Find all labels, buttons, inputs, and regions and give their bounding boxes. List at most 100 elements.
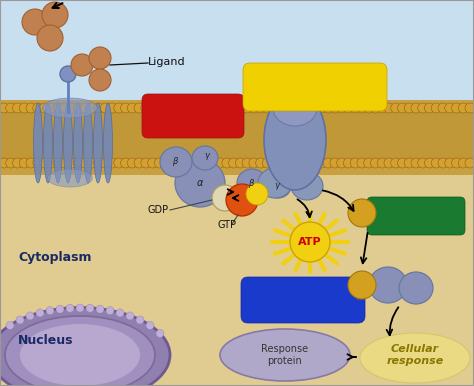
Ellipse shape (73, 103, 82, 183)
Circle shape (6, 158, 16, 168)
Circle shape (411, 103, 421, 113)
Circle shape (364, 103, 374, 113)
Circle shape (330, 158, 340, 168)
Ellipse shape (83, 103, 92, 183)
Circle shape (80, 103, 90, 113)
Ellipse shape (160, 147, 192, 177)
Circle shape (246, 183, 268, 205)
Circle shape (46, 307, 54, 315)
Circle shape (107, 158, 117, 168)
Circle shape (255, 158, 265, 168)
FancyBboxPatch shape (0, 155, 474, 386)
Circle shape (452, 103, 462, 113)
Ellipse shape (175, 159, 225, 207)
Circle shape (242, 103, 252, 113)
Circle shape (33, 158, 43, 168)
Circle shape (290, 103, 300, 113)
Circle shape (39, 158, 49, 168)
Circle shape (182, 103, 191, 113)
Circle shape (418, 158, 428, 168)
Text: GTP: GTP (218, 220, 237, 230)
Circle shape (249, 158, 259, 168)
Circle shape (310, 158, 319, 168)
Circle shape (438, 158, 448, 168)
Circle shape (228, 103, 238, 113)
Ellipse shape (265, 174, 291, 198)
Circle shape (71, 54, 93, 76)
Circle shape (182, 158, 191, 168)
Circle shape (404, 158, 414, 168)
Circle shape (458, 103, 468, 113)
Circle shape (66, 304, 74, 312)
Ellipse shape (5, 316, 155, 386)
Circle shape (116, 309, 124, 317)
Circle shape (337, 158, 346, 168)
Circle shape (33, 103, 43, 113)
Circle shape (255, 103, 265, 113)
Circle shape (19, 103, 29, 113)
FancyBboxPatch shape (0, 0, 474, 130)
Circle shape (263, 158, 273, 168)
Circle shape (222, 158, 232, 168)
Circle shape (100, 158, 110, 168)
Circle shape (42, 2, 68, 28)
Ellipse shape (192, 146, 218, 170)
Circle shape (249, 103, 259, 113)
Circle shape (391, 103, 401, 113)
Circle shape (114, 103, 124, 113)
Ellipse shape (399, 272, 433, 304)
Text: $\beta$: $\beta$ (173, 156, 180, 169)
Text: $\alpha$: $\alpha$ (196, 178, 204, 188)
Text: Cytoplasm: Cytoplasm (18, 252, 91, 264)
Circle shape (19, 158, 29, 168)
Text: Nucleus: Nucleus (18, 334, 73, 347)
Circle shape (344, 158, 354, 168)
Circle shape (26, 158, 36, 168)
Circle shape (465, 158, 474, 168)
Circle shape (53, 158, 63, 168)
Circle shape (290, 222, 330, 262)
FancyBboxPatch shape (0, 112, 474, 164)
Circle shape (445, 103, 455, 113)
Circle shape (136, 316, 144, 324)
FancyBboxPatch shape (241, 277, 365, 323)
Circle shape (22, 9, 48, 35)
Circle shape (263, 103, 273, 113)
Circle shape (330, 103, 340, 113)
Circle shape (348, 199, 376, 227)
Ellipse shape (0, 308, 170, 386)
Circle shape (87, 103, 97, 113)
Circle shape (66, 158, 76, 168)
Circle shape (371, 103, 381, 113)
Circle shape (134, 158, 144, 168)
Circle shape (384, 103, 394, 113)
Circle shape (89, 69, 111, 91)
Ellipse shape (103, 103, 112, 183)
Circle shape (128, 158, 137, 168)
Circle shape (12, 103, 22, 113)
Text: $\gamma$: $\gamma$ (274, 181, 282, 191)
Circle shape (452, 158, 462, 168)
Circle shape (46, 158, 56, 168)
Ellipse shape (20, 324, 140, 386)
Circle shape (39, 103, 49, 113)
Circle shape (16, 316, 24, 324)
Circle shape (201, 103, 211, 113)
Circle shape (188, 158, 198, 168)
Ellipse shape (273, 90, 317, 126)
Circle shape (425, 103, 435, 113)
Circle shape (411, 158, 421, 168)
Circle shape (215, 103, 225, 113)
Circle shape (458, 158, 468, 168)
Circle shape (114, 158, 124, 168)
Circle shape (147, 158, 157, 168)
Circle shape (161, 158, 171, 168)
Circle shape (168, 103, 178, 113)
Circle shape (242, 158, 252, 168)
Circle shape (465, 103, 474, 113)
Circle shape (269, 103, 279, 113)
Circle shape (156, 330, 164, 337)
Circle shape (6, 322, 14, 330)
Circle shape (310, 103, 319, 113)
Circle shape (350, 103, 360, 113)
